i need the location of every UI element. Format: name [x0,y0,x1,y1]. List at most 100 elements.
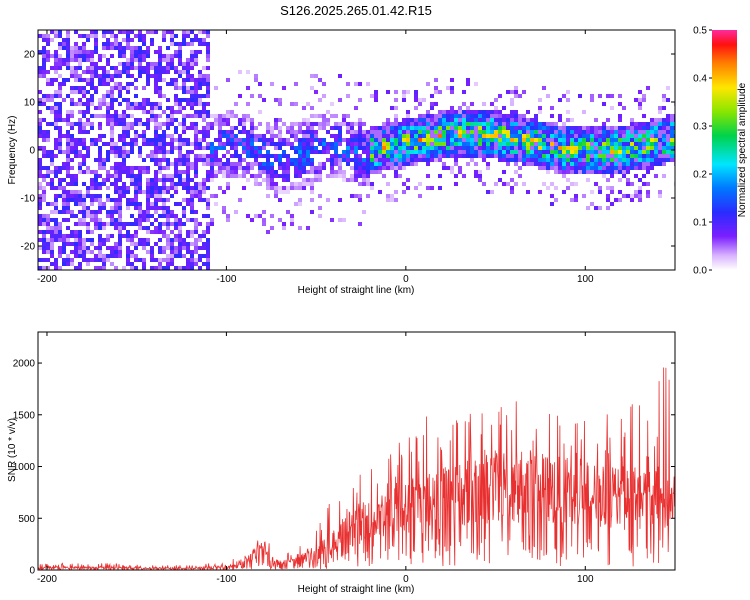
spectrogram-cell [38,122,42,126]
spectrogram-cell [106,234,110,238]
spectrogram-cell [162,150,166,154]
spectrogram-cell [98,54,102,58]
spectrogram-cell [114,82,118,86]
spectrogram-cell [114,266,118,270]
spectrogram-cell [278,134,282,138]
spectrogram-cell [194,78,198,82]
spectrogram-cell [522,134,526,138]
spectrogram-cell [618,118,622,122]
spectrogram-cell [374,142,378,146]
spectrogram-cell [82,130,86,134]
spectrogram-cell [98,138,102,142]
spectrogram-cell [374,158,378,162]
spectrogram-cell [294,134,298,138]
spectrogram-cell [270,182,274,186]
spectrogram-cell [42,118,46,122]
spectrogram-cell [654,142,658,146]
spectrogram-cell [86,98,90,102]
spectrogram-cell [78,46,82,50]
spectrogram-cell [206,46,210,50]
spectrogram-cell [166,134,170,138]
spectrogram-cell [582,126,586,130]
spectrogram-cell [630,198,634,202]
spectrogram-cell [566,134,570,138]
spectrogram-cell [154,142,158,146]
spectrogram-cell [654,130,658,134]
spectrogram-cell [38,206,42,210]
spectrogram-cell [66,38,70,42]
spectrogram-cell [642,94,646,98]
spectrogram-cell [38,74,42,78]
spectrogram-cell [266,186,270,190]
spectrogram-cell [414,118,418,122]
spectrogram-cell [182,186,186,190]
spectrogram-cell [414,130,418,134]
spectrogram-cell [110,42,114,46]
spectrogram-cell [582,170,586,174]
spectrogram-cell [86,186,90,190]
spectrogram-cell [578,158,582,162]
spectrogram-cell [102,78,106,82]
spectrogram-cell [58,222,62,226]
spectrogram-cell [658,190,662,194]
spectrogram-cell [394,170,398,174]
spectrogram-cell [650,146,654,150]
spectrogram-cell [102,66,106,70]
spectrogram-cell [286,178,290,182]
spectrogram-cell [186,198,190,202]
spectrogram-cell [430,106,434,110]
spectrogram-cell [614,158,618,162]
spectrogram-cell [426,186,430,190]
spectrogram-cell [242,158,246,162]
spectrogram-cell [402,162,406,166]
spectrogram-cell [466,142,470,146]
spectrogram-cell [134,194,138,198]
spectrogram-cell [234,114,238,118]
spectrogram-cell [126,134,130,138]
spectrogram-cell [142,106,146,110]
spectrogram-cell [198,158,202,162]
spectrogram-cell [98,246,102,250]
spectrogram-cell [270,174,274,178]
spectrogram-cell [66,162,70,166]
spectrogram-cell [82,218,86,222]
spectrogram-cell [198,194,202,198]
spectrogram-cell [642,150,646,154]
spectrogram-cell [350,126,354,130]
spectrogram-cell [322,82,326,86]
spectrogram-cell [418,154,422,158]
spectrogram-cell [462,138,466,142]
spectrogram-cell [322,118,326,122]
spectrogram-cell [54,66,58,70]
spectrogram-cell [310,106,314,110]
spectrogram-cell [98,218,102,222]
spectrogram-cell [74,250,78,254]
spectrogram-cell [630,154,634,158]
spectrogram-cell [82,122,86,126]
spectrogram-cell [70,142,74,146]
spectrogram-cell [566,110,570,114]
spectrogram-cell [54,170,58,174]
spectrogram-cell [574,194,578,198]
spectrogram-cell [474,150,478,154]
spectrogram-cell [370,154,374,158]
spectrogram-cell [114,222,118,226]
spectrogram-cell [266,126,270,130]
spectrogram-cell [182,214,186,218]
spectrogram-cell [66,58,70,62]
spectrogram-cell [178,170,182,174]
spectrogram-cell [170,106,174,110]
spectrogram-cell [42,94,46,98]
spectrogram-cell [466,154,470,158]
spectrogram-cell [426,162,430,166]
spectrogram-cell [526,138,530,142]
spectrogram-cell [62,38,66,42]
spectrogram-cell [194,218,198,222]
spectrogram-cell [390,198,394,202]
spectrogram-cell [610,190,614,194]
spectrogram-cell [518,142,522,146]
spectrogram-cell [126,206,130,210]
spectrogram-cell [122,86,126,90]
spectrogram-cell [114,182,118,186]
spectrogram-cell [258,174,262,178]
